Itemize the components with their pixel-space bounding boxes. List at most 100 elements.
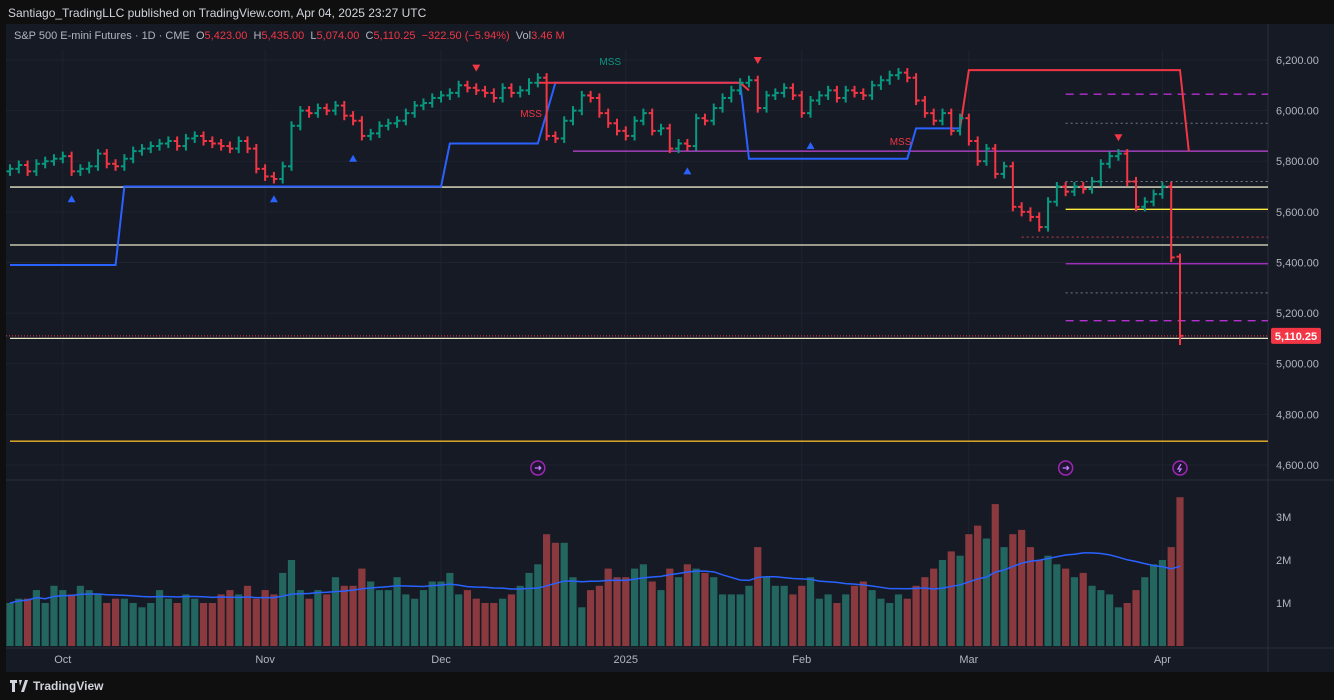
volume-bar [235,594,243,646]
volume-label: Vol [515,30,532,42]
volume-bar [1088,585,1096,646]
volume-bar [833,603,841,646]
trailing-stop-line-red [959,69,1190,152]
volume-bar [886,603,894,646]
volume-bar [543,534,551,646]
ohlc-bar [789,83,797,100]
ohlc-bar [965,113,973,146]
volume-bar [1026,547,1035,646]
ohlc-bar [50,154,58,166]
volume-bar [930,568,938,646]
volume-bar [296,590,304,646]
ohlc-bar [323,103,331,116]
ohlc-bar [815,90,823,106]
ohlc-bar [1000,161,1008,179]
volume-bar [94,594,102,646]
ohlc-bar [411,101,419,118]
ohlc-bar [613,118,621,136]
volume-bar [384,590,392,646]
volume-bar [683,564,691,646]
ohlc-bar [534,73,542,88]
ohlc-bar [1150,189,1158,207]
volume-bar [991,504,999,646]
ohlc-bar [402,108,410,126]
ohlc-bar [683,138,691,151]
close-label: C [365,30,374,42]
volume-bar [745,585,753,646]
volume-bar [736,594,744,646]
ohlc-bar [903,68,911,83]
volume-bar [393,577,401,646]
ohlc-bar [956,113,964,136]
volume-bar [59,590,67,646]
ohlc-bar [701,113,709,126]
time-tick-label: Mar [959,654,978,666]
volume-bar [947,551,955,646]
ohlc-bar [622,126,630,141]
volume-bar [217,594,225,646]
ohlc-bar [1070,181,1078,197]
volume-bar [639,564,647,646]
volume-bar [710,577,718,646]
volume-ma-line [9,552,1181,604]
ohlc-bar [1018,202,1026,217]
ohlc-bar [314,103,322,118]
low-label: L [310,30,317,42]
ohlc-bar [982,144,990,166]
volume-bar [67,594,76,646]
volume-bar [287,560,296,646]
volume-bar [595,585,603,646]
volume-bar [534,564,542,646]
ohlc-bar [288,121,296,171]
volume-tick-label: 3M [1276,512,1291,524]
volume-bar [1150,564,1158,646]
volume-bar [155,590,164,646]
volume-bar [1018,529,1026,646]
volume-bar [279,572,287,646]
time-tick-label: Nov [255,654,275,666]
last-price-label: 5,110.25 [1275,331,1317,343]
ohlc-bar [85,161,93,174]
time-tick-label: 2025 [614,654,638,666]
change-value: −322.50 (−5.94%) [421,30,510,42]
volume-bar [1000,547,1008,646]
ohlc-bar [455,80,463,98]
ohlc-bar [1079,181,1087,194]
triangle-up-icon [806,142,815,150]
ohlc-bar [604,108,612,128]
volume-bar [191,598,199,646]
volume-value: 3.46 M [531,30,565,42]
ohlc-bar [525,78,533,95]
tradingview-logo[interactable]: TradingView [10,679,103,693]
ohlc-bar [1141,197,1149,212]
ohlc-bar [1062,181,1070,197]
volume-bar [903,598,911,646]
ohlc-bar [543,73,551,141]
time-tick-label: Apr [1154,654,1171,666]
ohlc-bar [208,136,216,149]
ohlc-bar [200,131,208,146]
volume-bar [226,590,234,646]
ohlc-bar [1088,176,1096,194]
symbol-name[interactable]: S&P 500 E-mini Futures · 1D · CME [14,30,190,42]
volume-bar [850,585,859,646]
volume-bar [147,603,155,646]
volume-bar [490,603,498,646]
volume-bar [1044,555,1052,646]
volume-bar [323,594,331,646]
time-tick-label: Oct [54,654,71,666]
ohlc-bar [24,160,32,176]
ohlc-bar [1176,253,1184,345]
volume-bar [692,568,700,646]
ohlc-bar [771,88,779,100]
volume-bar [525,572,533,646]
volume-bar [1053,564,1061,646]
volume-bar [560,542,568,646]
volume-bar [842,594,850,646]
volume-bar [437,581,445,646]
volume-bar [50,585,58,646]
volume-bar [1123,603,1131,646]
ohlc-bar [244,136,252,154]
volume-bar [463,590,472,646]
